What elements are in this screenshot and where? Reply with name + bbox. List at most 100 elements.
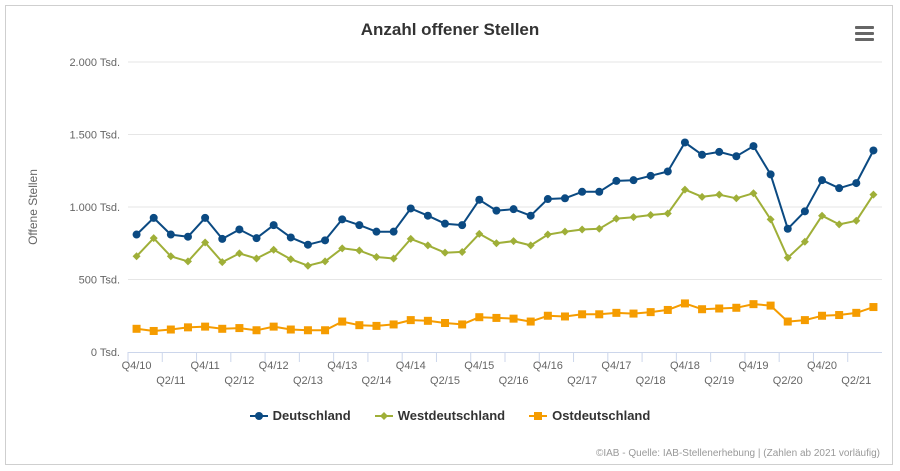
point-westdeutschland bbox=[338, 244, 347, 253]
x-tick-label: Q4/13 bbox=[327, 360, 357, 372]
point-deutschland bbox=[166, 230, 175, 239]
point-deutschland bbox=[680, 138, 689, 147]
point-westdeutschland bbox=[543, 230, 552, 239]
point-deutschland bbox=[783, 224, 792, 233]
point-westdeutschland bbox=[389, 254, 398, 263]
point-westdeutschland bbox=[783, 253, 792, 262]
point-ostdeutschland bbox=[269, 322, 278, 331]
x-tick-label: Q2/11 bbox=[156, 375, 185, 387]
point-deutschland bbox=[766, 170, 775, 179]
x-tick-label: Q2/17 bbox=[567, 375, 597, 387]
point-ostdeutschland bbox=[852, 308, 861, 317]
point-westdeutschland bbox=[492, 239, 501, 248]
point-westdeutschland bbox=[132, 252, 141, 261]
legend-symbol bbox=[249, 411, 268, 420]
point-deutschland bbox=[560, 194, 569, 203]
chart-title: Anzahl offener Stellen bbox=[360, 20, 540, 39]
point-westdeutschland bbox=[578, 225, 587, 234]
point-westdeutschland bbox=[852, 216, 861, 225]
point-deutschland bbox=[646, 171, 655, 180]
point-ostdeutschland bbox=[783, 317, 792, 326]
legend-label: Ostdeutschland bbox=[552, 408, 651, 423]
point-westdeutschland bbox=[406, 234, 415, 243]
point-ostdeutschland bbox=[646, 308, 655, 317]
point-deutschland bbox=[852, 179, 861, 188]
point-westdeutschland bbox=[321, 257, 330, 266]
point-westdeutschland bbox=[646, 210, 655, 219]
y-tick-label: 500 Tsd. bbox=[79, 275, 120, 287]
series-line-westdeutschland bbox=[135, 188, 875, 267]
point-deutschland bbox=[183, 232, 192, 241]
point-ostdeutschland bbox=[132, 324, 141, 333]
x-tick-label: Q2/20 bbox=[773, 375, 803, 387]
point-westdeutschland bbox=[629, 213, 638, 222]
point-deutschland bbox=[595, 187, 604, 196]
point-ostdeutschland bbox=[252, 326, 261, 335]
point-deutschland bbox=[149, 213, 158, 222]
point-ostdeutschland bbox=[372, 321, 381, 330]
point-deutschland bbox=[252, 234, 261, 243]
point-ostdeutschland bbox=[149, 326, 158, 335]
point-westdeutschland bbox=[303, 261, 312, 270]
point-westdeutschland bbox=[560, 227, 569, 236]
point-ostdeutschland bbox=[303, 326, 312, 335]
chart-frame bbox=[5, 5, 893, 465]
x-tick-label: Q4/15 bbox=[464, 360, 494, 372]
hamburger-menu-icon[interactable] bbox=[855, 26, 877, 46]
legend-item-deutschland[interactable]: Deutschland bbox=[249, 408, 351, 423]
point-westdeutschland bbox=[458, 247, 467, 256]
x-tick-label: Q4/19 bbox=[738, 360, 768, 372]
point-ostdeutschland bbox=[869, 303, 878, 312]
point-ostdeutschland bbox=[321, 326, 330, 335]
x-tick-label: Q2/19 bbox=[704, 375, 734, 387]
point-westdeutschland bbox=[869, 190, 878, 199]
point-ostdeutschland bbox=[680, 299, 689, 308]
point-ostdeutschland bbox=[578, 310, 587, 319]
point-ostdeutschland bbox=[235, 324, 244, 333]
y-axis-title: Offene Stellen bbox=[26, 169, 40, 245]
point-deutschland bbox=[235, 225, 244, 234]
point-westdeutschland bbox=[766, 215, 775, 224]
point-westdeutschland bbox=[680, 185, 689, 194]
point-ostdeutschland bbox=[766, 301, 775, 310]
point-ostdeutschland bbox=[629, 309, 638, 318]
x-tick-label: Q2/14 bbox=[361, 375, 391, 387]
point-westdeutschland bbox=[286, 255, 295, 264]
legend-label: Westdeutschland bbox=[397, 408, 506, 423]
point-deutschland bbox=[303, 240, 312, 249]
point-ostdeutschland bbox=[406, 316, 415, 325]
point-ostdeutschland bbox=[732, 303, 741, 312]
legend-item-ostdeutschland[interactable]: Ostdeutschland bbox=[529, 408, 650, 423]
point-ostdeutschland bbox=[526, 317, 535, 326]
point-westdeutschland bbox=[732, 194, 741, 203]
point-westdeutschland bbox=[715, 190, 724, 199]
point-westdeutschland bbox=[355, 246, 364, 255]
legend-item-westdeutschland[interactable]: Westdeutschland bbox=[374, 408, 506, 423]
point-deutschland bbox=[389, 227, 398, 236]
point-ostdeutschland bbox=[543, 311, 552, 320]
point-deutschland bbox=[869, 146, 878, 155]
point-westdeutschland bbox=[663, 209, 672, 218]
point-ostdeutschland bbox=[595, 310, 604, 319]
point-ostdeutschland bbox=[835, 311, 844, 320]
point-deutschland bbox=[406, 204, 415, 213]
series-line-ostdeutschland bbox=[136, 302, 874, 332]
point-ostdeutschland bbox=[441, 319, 450, 327]
point-ostdeutschland bbox=[183, 323, 192, 332]
point-deutschland bbox=[321, 236, 330, 245]
point-deutschland bbox=[543, 195, 552, 204]
x-tick-label: Q4/14 bbox=[396, 360, 426, 372]
point-deutschland bbox=[800, 207, 809, 216]
point-ostdeutschland bbox=[338, 317, 347, 326]
point-deutschland bbox=[201, 213, 210, 222]
x-tick-label: Q4/20 bbox=[807, 360, 837, 372]
point-deutschland bbox=[698, 150, 707, 159]
point-ostdeutschland bbox=[492, 313, 501, 322]
point-ostdeutschland bbox=[560, 312, 569, 321]
x-tick-label: Q2/13 bbox=[293, 375, 323, 387]
y-tick-label: 1.500 Tsd. bbox=[69, 130, 120, 142]
point-westdeutschland bbox=[269, 245, 278, 254]
point-ostdeutschland bbox=[201, 322, 210, 331]
series-line-deutschland bbox=[135, 141, 875, 246]
